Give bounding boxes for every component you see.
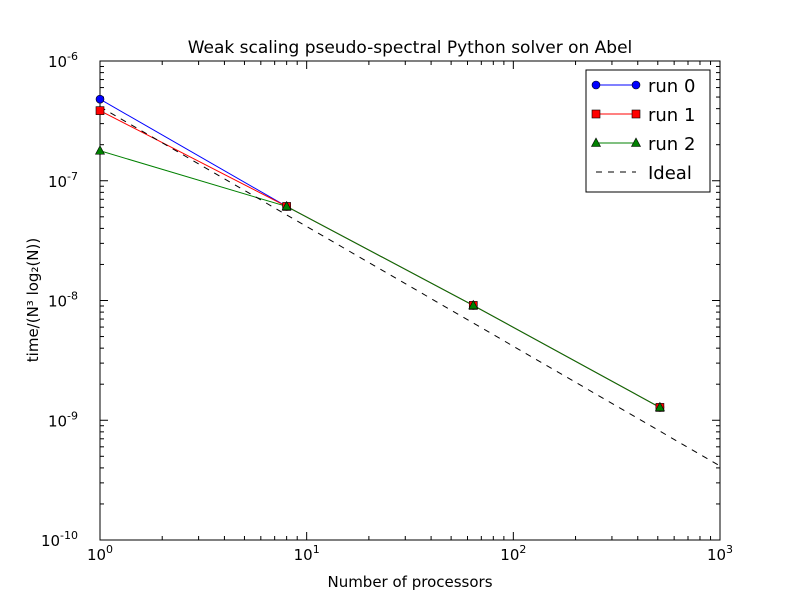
y-tick-label: 10-10 — [41, 529, 78, 550]
legend-label-run-2: run 2 — [648, 134, 695, 155]
legend-marker-run-2 — [591, 137, 601, 147]
legend-marker-run-0 — [591, 80, 601, 90]
data-point-run-2 — [468, 299, 479, 310]
x-tick-label: 103 — [707, 543, 733, 564]
x-tick-label: 100 — [87, 543, 113, 564]
x-tick-label: 101 — [294, 543, 320, 564]
legend: run 0 run 1 run 2 Ideal — [585, 69, 711, 193]
series-line-run-2 — [100, 150, 661, 408]
y-tick-label: 10-8 — [48, 290, 78, 311]
legend-marker-run-1 — [591, 109, 601, 119]
series-layer — [100, 98, 720, 467]
chart-title: Weak scaling pseudo-spectral Python solv… — [188, 38, 633, 58]
legend-marker-run-2 — [631, 137, 641, 147]
legend-marker-run-0 — [631, 80, 641, 90]
legend-label-run-0: run 0 — [648, 76, 695, 97]
legend-box — [585, 69, 711, 193]
legend-marker-run-1 — [631, 109, 641, 119]
legend-label-run-1: run 1 — [648, 105, 695, 126]
data-point-run-0 — [95, 94, 105, 104]
x-tick-label: 102 — [500, 543, 526, 564]
y-tick-label: 10-6 — [48, 50, 78, 71]
data-point-run-2 — [281, 200, 292, 211]
x-axis-label: Number of processors — [327, 573, 492, 591]
legend-label-ideal: Ideal — [648, 163, 692, 184]
data-point-run-1 — [95, 106, 105, 115]
y-tick-label: 10-7 — [48, 170, 78, 191]
y-axis-label: time/(N³ log₂(N)) — [24, 238, 42, 362]
data-point-run-2 — [654, 401, 665, 412]
data-point-run-2 — [95, 145, 105, 155]
y-tick-label: 10-9 — [48, 409, 78, 430]
plot-area: 100 101 102 103 10-10 10-9 10-8 10-7 10-6 — [41, 50, 733, 564]
